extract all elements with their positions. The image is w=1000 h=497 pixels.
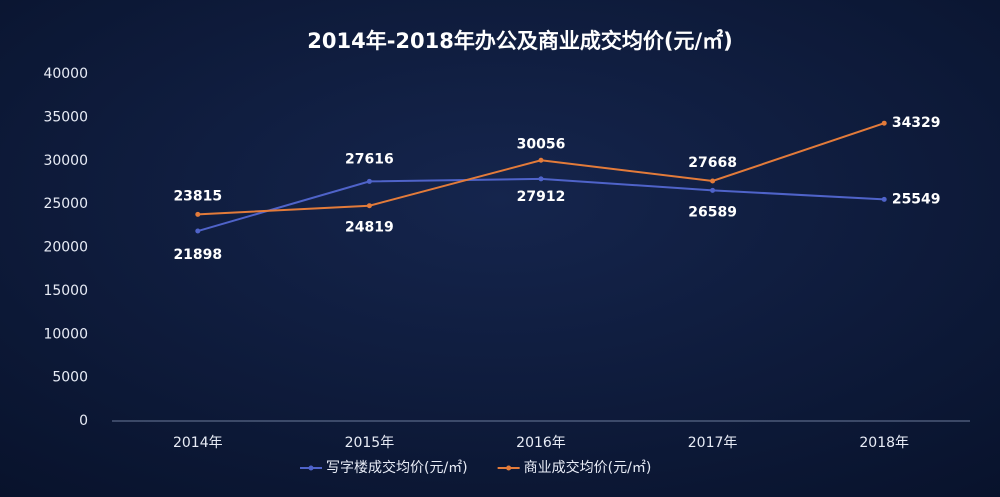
data-label: 26589: [688, 204, 737, 220]
x-tick-label: 2018年: [859, 435, 909, 451]
y-tick-label: 10000: [43, 326, 88, 342]
y-tick-label: 40000: [43, 66, 88, 82]
point: [538, 176, 544, 182]
y-tick-label: 5000: [52, 370, 88, 386]
data-label: 25549: [892, 191, 941, 207]
data-label: 30056: [517, 136, 566, 152]
y-tick-label: 25000: [43, 196, 88, 212]
point: [195, 211, 201, 217]
point: [366, 178, 372, 184]
data-label: 24819: [345, 220, 394, 236]
data-label: 23815: [173, 188, 222, 204]
x-tick-label: 2015年: [345, 435, 395, 451]
point: [710, 178, 716, 184]
point: [881, 120, 887, 126]
point: [538, 157, 544, 163]
data-label: 34329: [892, 115, 941, 131]
point: [881, 196, 887, 202]
legend-label: 商业成交均价(元/㎡): [524, 459, 652, 476]
x-tick-label: 2016年: [516, 435, 566, 451]
legend-marker: [506, 465, 512, 471]
x-tick-label: 2014年: [173, 435, 223, 451]
x-tick-label: 2017年: [688, 435, 738, 451]
data-label: 27668: [688, 155, 737, 171]
legend-label: 写字楼成交均价(元/㎡): [326, 459, 468, 476]
y-tick-label: 15000: [43, 283, 88, 299]
y-tick-label: 30000: [43, 153, 88, 169]
y-tick-label: 20000: [43, 240, 88, 256]
y-tick-label: 35000: [43, 109, 88, 125]
data-label: 27912: [517, 189, 566, 205]
y-tick-label: 0: [79, 413, 88, 429]
legend-marker: [308, 465, 314, 471]
data-label: 21898: [173, 247, 222, 263]
point: [366, 203, 372, 209]
data-label: 27616: [345, 151, 394, 167]
point: [710, 187, 716, 193]
point: [195, 228, 201, 234]
chart-title: 2014年-2018年办公及商业成交均价(元/㎡): [307, 29, 732, 53]
